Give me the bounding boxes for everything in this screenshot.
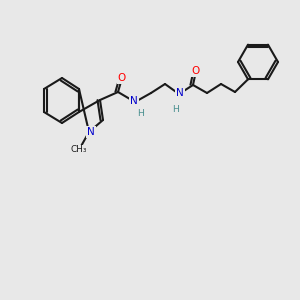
Text: O: O: [118, 73, 126, 83]
Text: H: H: [172, 106, 179, 115]
Text: N: N: [87, 127, 95, 137]
Text: O: O: [192, 66, 200, 76]
Text: N: N: [176, 88, 184, 98]
Text: N: N: [130, 96, 138, 106]
Text: CH₃: CH₃: [71, 146, 87, 154]
Text: H: H: [138, 110, 144, 118]
